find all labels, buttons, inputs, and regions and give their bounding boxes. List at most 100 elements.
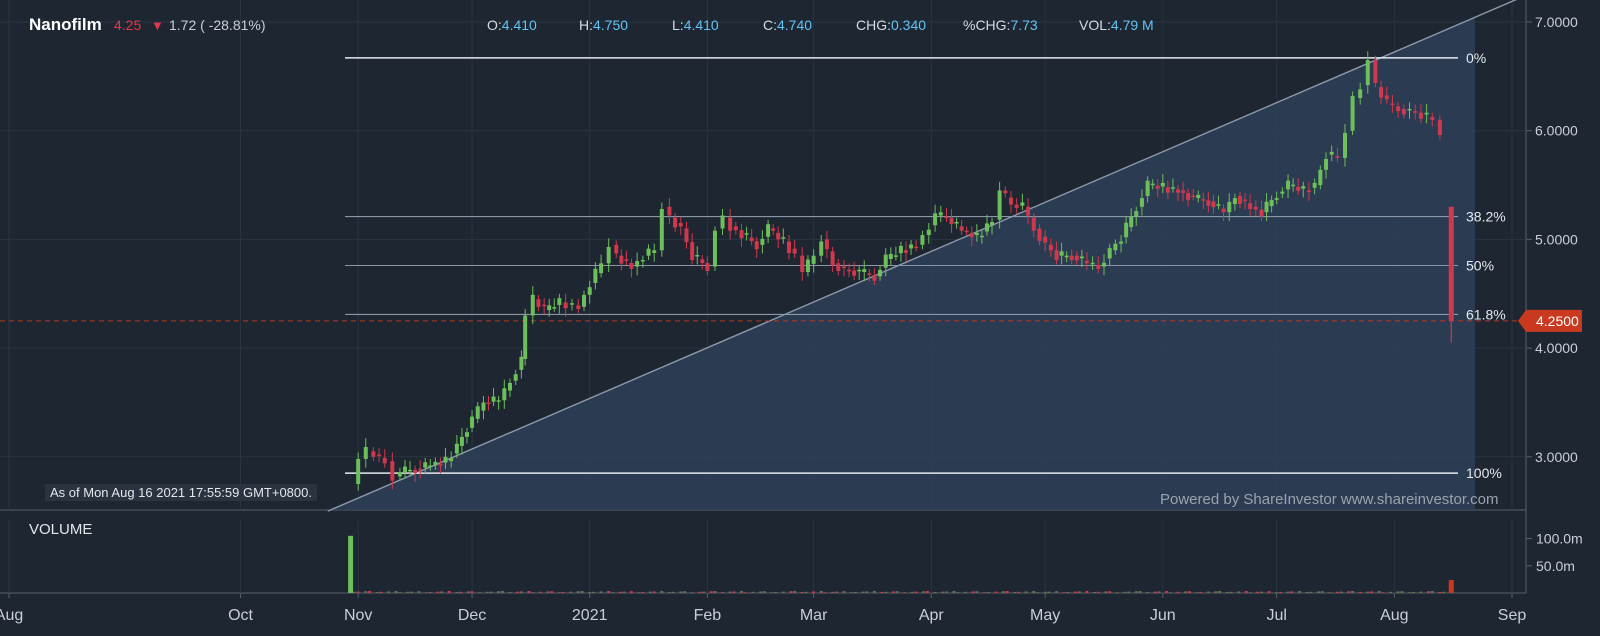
- candle-body: [1026, 206, 1031, 216]
- candle-body: [582, 294, 587, 307]
- candle-body: [720, 215, 725, 229]
- candle-body: [1373, 60, 1378, 83]
- candle-body: [1291, 184, 1296, 187]
- candle-body: [1286, 180, 1291, 190]
- volume-bar: [1225, 591, 1229, 593]
- candle-body: [1312, 182, 1317, 188]
- candle-body: [760, 238, 765, 245]
- high-field: H:4.750: [579, 17, 628, 33]
- candle-body: [1009, 197, 1013, 205]
- candle-body: [1107, 248, 1112, 259]
- candle-body: [667, 206, 672, 216]
- volume-bar: [1187, 591, 1191, 593]
- volume-bar: [1260, 591, 1263, 593]
- candle-body: [599, 263, 604, 274]
- volume-bar: [713, 591, 717, 593]
- volume-bar: [599, 591, 603, 593]
- candle-body: [464, 432, 469, 437]
- volume-bar: [872, 591, 876, 593]
- candle-body: [836, 263, 841, 271]
- volume-bar: [1062, 592, 1066, 593]
- candle-body: [1324, 158, 1329, 170]
- volume-bar: [804, 591, 808, 593]
- candle-body: [1221, 208, 1226, 213]
- candle-body: [792, 248, 797, 254]
- candle-body: [1031, 217, 1036, 231]
- volume-bar: [728, 591, 732, 593]
- candle-body: [547, 305, 552, 311]
- volume-bar: [1237, 591, 1241, 593]
- candle-body: [1350, 95, 1355, 131]
- candle-body: [624, 259, 629, 261]
- candle-body: [1196, 194, 1201, 199]
- volume-bar: [1123, 591, 1127, 593]
- candle-body: [878, 269, 883, 277]
- candle-body: [1119, 241, 1124, 244]
- volume-bar: [455, 591, 459, 593]
- open-value: 4.410: [501, 17, 537, 33]
- candle-body: [413, 469, 418, 474]
- candle-body: [862, 269, 867, 273]
- volume-bar: [569, 591, 573, 593]
- candle-body: [728, 217, 733, 231]
- volume-bar: [679, 591, 683, 593]
- x-tick-label: Aug: [1380, 607, 1408, 624]
- x-tick-label: 2021: [572, 607, 608, 624]
- candle-body: [423, 462, 428, 468]
- volume-bar: [1370, 591, 1374, 593]
- volume-bar: [1256, 591, 1260, 593]
- volume-bar: [1381, 592, 1385, 593]
- volume-bar: [1377, 591, 1381, 593]
- candle-body: [1248, 203, 1253, 209]
- volume-bar: [1066, 591, 1070, 593]
- last-price: 4.25: [114, 17, 142, 33]
- candle-body: [1113, 243, 1118, 251]
- candle-body: [920, 235, 925, 245]
- candle-body: [867, 273, 872, 275]
- volume-bar: [417, 591, 421, 593]
- volume-bar: [610, 592, 614, 593]
- candle-body: [449, 457, 454, 462]
- volume-bar: [1055, 591, 1059, 593]
- candle-body: [1206, 200, 1211, 206]
- volume-bar: [1115, 592, 1119, 593]
- candle-body: [1037, 228, 1042, 242]
- candle-body: [593, 268, 598, 283]
- candle-body: [754, 241, 759, 250]
- volume-bar: [914, 591, 918, 593]
- candle-body: [475, 406, 480, 419]
- candle-body: [824, 239, 829, 250]
- volume-bar: [1214, 591, 1218, 593]
- volume-bar: [994, 591, 998, 593]
- candle-body: [606, 247, 611, 264]
- volume-bar: [683, 591, 687, 593]
- candle-body: [695, 254, 700, 257]
- candle-body: [428, 465, 433, 467]
- candle-body: [1211, 201, 1216, 208]
- powered-by-credit[interactable]: Powered by ShareInvestor www.shareinvest…: [1160, 491, 1499, 508]
- volume-bar: [1032, 591, 1036, 593]
- y-tick-label: 6.0000: [1535, 123, 1578, 139]
- candle-body: [418, 468, 423, 471]
- volume-bar: [1036, 592, 1040, 593]
- candle-body: [1296, 186, 1301, 191]
- volume-bar: [352, 591, 356, 593]
- volume-bar: [834, 591, 838, 593]
- candle-body: [926, 229, 931, 236]
- volume-bar: [622, 591, 626, 593]
- candle-body: [519, 356, 524, 370]
- candle-body: [1186, 193, 1191, 200]
- candle-body: [1280, 191, 1285, 194]
- candles: [356, 51, 1442, 491]
- volume-bar: [485, 591, 489, 593]
- volume-bar: [1013, 591, 1017, 593]
- candle-body: [1269, 199, 1274, 207]
- symbol-name[interactable]: Nanofilm: [29, 15, 102, 34]
- fib-level-label: 50%: [1466, 257, 1494, 273]
- candle-body: [408, 469, 413, 472]
- candle-body: [705, 262, 710, 271]
- volume-bar: [952, 591, 956, 593]
- x-tick-label: Oct: [228, 607, 253, 624]
- candle-body: [1084, 260, 1089, 264]
